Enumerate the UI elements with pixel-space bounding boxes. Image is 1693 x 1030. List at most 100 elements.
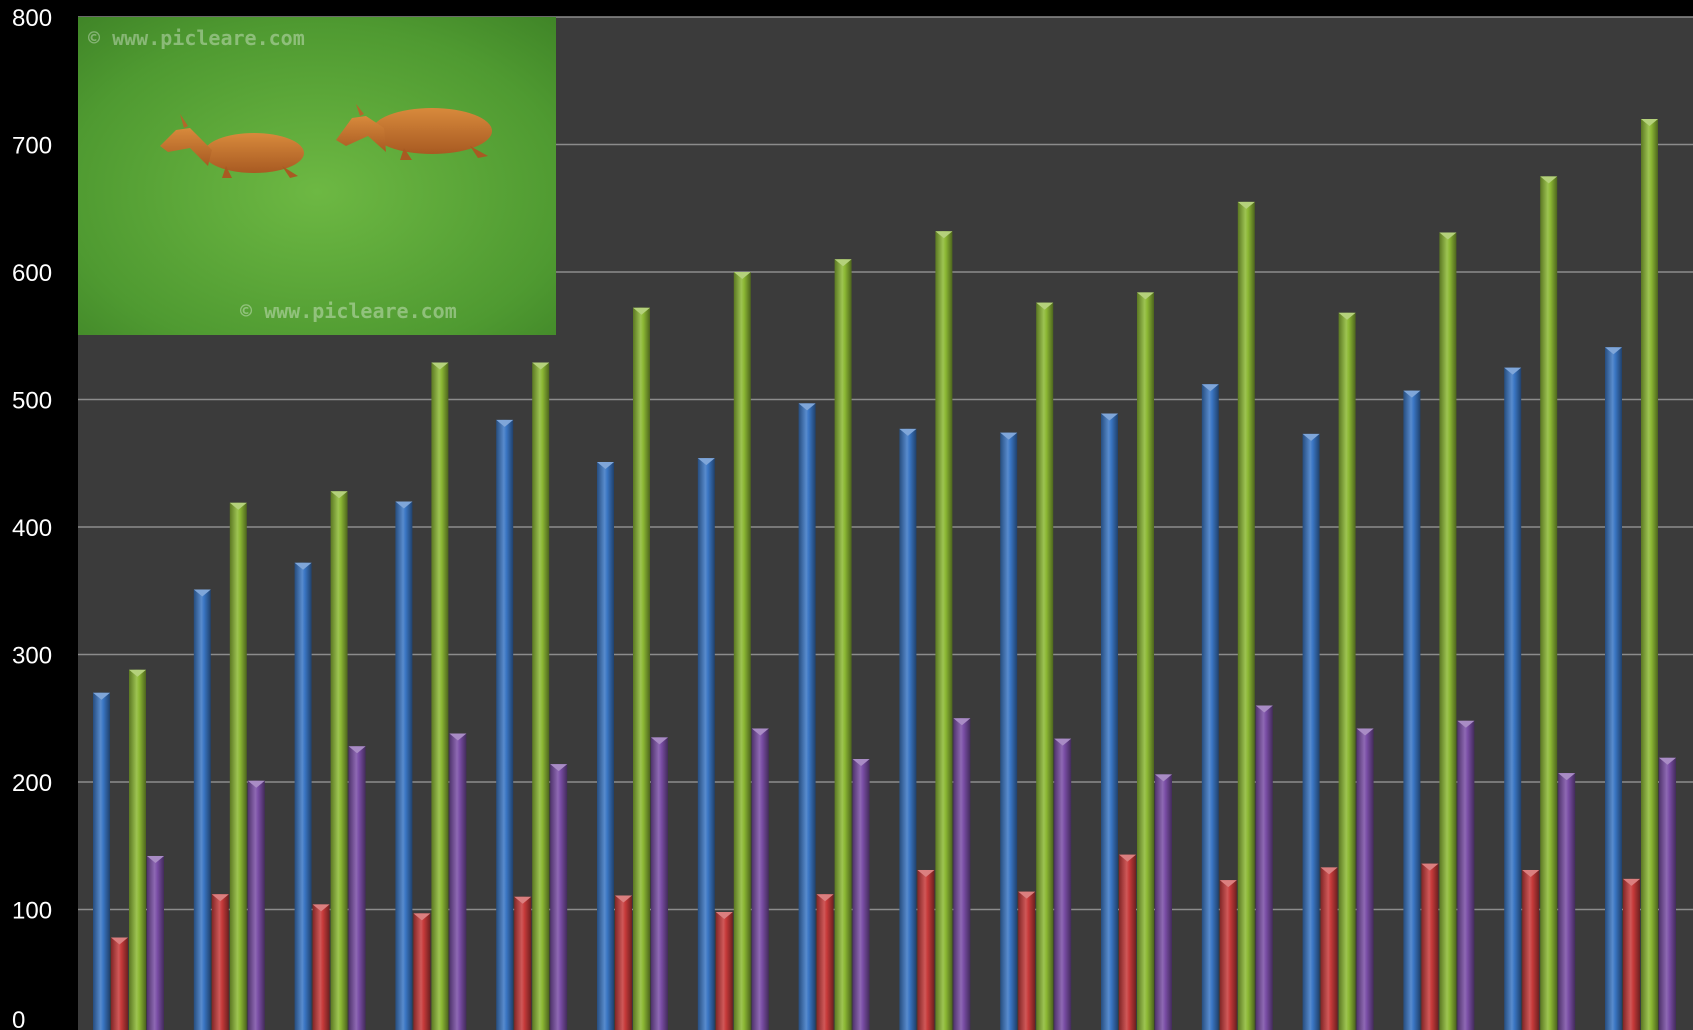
bar-cap-series-4-group-5: [550, 764, 568, 772]
bar-series-4-group-12: [1255, 705, 1273, 1030]
bar-series-2-group-1: [111, 937, 128, 1030]
bar-series-4-group-16: [1659, 757, 1676, 1030]
bar-series-1-group-2: [193, 589, 211, 1030]
bar-cap-series-4-group-8: [852, 759, 870, 767]
bar-series-4-group-14: [1457, 720, 1475, 1030]
bar-series-4-group-6: [651, 737, 668, 1030]
bar-series-3-group-4: [431, 362, 449, 1030]
bar-cap-series-1-group-2: [193, 589, 211, 597]
bar-cap-series-2-group-16: [1623, 878, 1640, 886]
bar-cap-series-4-group-1: [147, 855, 164, 863]
bar-series-4-group-9: [953, 718, 971, 1030]
bar-cap-series-2-group-14: [1421, 863, 1439, 871]
bar-series-2-group-16: [1623, 878, 1640, 1030]
bar-series-4-group-1: [147, 855, 164, 1030]
bar-cap-series-1-group-10: [1000, 432, 1018, 440]
bar-series-2-group-2: [211, 894, 229, 1030]
bar-series-3-group-3: [330, 491, 348, 1030]
bar-cap-series-2-group-11: [1119, 854, 1136, 862]
bar-cap-series-3-group-9: [935, 231, 953, 239]
bar-cap-series-4-group-3: [348, 746, 366, 754]
bar-cap-series-1-group-15: [1504, 367, 1522, 375]
bar-series-1-group-16: [1605, 347, 1622, 1030]
bar-series-4-group-13: [1356, 728, 1374, 1030]
y-tick-label: 700: [12, 133, 52, 160]
bar-cap-series-2-group-1: [111, 937, 128, 945]
bar-cap-series-1-group-1: [93, 692, 110, 700]
bar-series-1-group-7: [697, 458, 715, 1030]
bar-cap-series-4-group-9: [953, 718, 971, 726]
deer-right: [336, 104, 492, 160]
bar-series-1-group-3: [294, 562, 312, 1030]
bar-cap-series-3-group-14: [1439, 232, 1457, 240]
photo-watermark-bottom: © www.picleare.com: [240, 299, 457, 323]
bar-cap-series-4-group-7: [751, 728, 769, 736]
bar-cap-series-1-group-8: [798, 403, 816, 411]
bar-series-2-group-15: [1522, 869, 1540, 1030]
bar-series-3-group-13: [1338, 312, 1356, 1030]
bar-cap-series-1-group-12: [1201, 384, 1219, 392]
bar-series-1-group-13: [1302, 433, 1320, 1030]
bar-series-1-group-12: [1201, 384, 1219, 1030]
bar-cap-series-3-group-10: [1036, 302, 1054, 310]
bar-cap-series-3-group-2: [229, 502, 247, 510]
bar-series-2-group-5: [514, 896, 532, 1030]
bar-series-1-group-9: [899, 428, 917, 1030]
bar-series-3-group-9: [935, 231, 953, 1030]
bar-cap-series-2-group-10: [1018, 891, 1036, 899]
bar-cap-series-4-group-4: [449, 733, 467, 741]
bar-cap-series-1-group-3: [294, 562, 312, 570]
bar-series-1-group-1: [93, 692, 110, 1030]
bar-series-3-group-5: [532, 362, 550, 1030]
bar-series-1-group-11: [1101, 413, 1118, 1030]
bar-cap-series-2-group-4: [413, 913, 431, 921]
deer-left: [160, 114, 304, 178]
bar-cap-series-2-group-13: [1320, 867, 1338, 875]
bar-series-1-group-4: [395, 501, 413, 1030]
y-tick-label: 600: [12, 260, 52, 287]
bar-series-4-group-2: [247, 780, 265, 1030]
bar-series-2-group-10: [1018, 891, 1036, 1030]
bar-series-3-group-16: [1641, 119, 1658, 1030]
bar-series-3-group-10: [1036, 302, 1054, 1030]
bar-series-4-group-8: [852, 759, 870, 1030]
bar-series-3-group-8: [834, 259, 852, 1030]
bar-series-2-group-13: [1320, 867, 1338, 1030]
bar-cap-series-3-group-16: [1641, 119, 1658, 126]
photo-watermark-top: © www.picleare.com: [88, 26, 305, 50]
bar-cap-series-3-group-5: [532, 362, 550, 370]
bar-series-3-group-15: [1540, 176, 1558, 1030]
bar-cap-series-3-group-6: [633, 307, 650, 315]
bar-cap-series-3-group-11: [1137, 292, 1154, 300]
bar-series-2-group-8: [816, 894, 834, 1030]
bar-series-2-group-4: [413, 913, 431, 1030]
bar-series-3-group-12: [1237, 201, 1255, 1030]
y-tick-label: 300: [12, 643, 52, 670]
bar-series-3-group-11: [1137, 292, 1154, 1030]
bar-series-2-group-6: [615, 895, 632, 1030]
y-tick-label: 0: [12, 1007, 25, 1030]
bar-cap-series-3-group-12: [1237, 201, 1255, 209]
bar-cap-series-4-group-13: [1356, 728, 1374, 736]
bar-cap-series-3-group-15: [1540, 176, 1558, 184]
bar-cap-series-1-group-16: [1605, 347, 1622, 355]
bar-cap-series-2-group-15: [1522, 869, 1540, 877]
bar-cap-series-4-group-16: [1659, 757, 1676, 765]
y-tick-label: 500: [12, 388, 52, 415]
bar-series-4-group-4: [449, 733, 467, 1030]
bar-series-3-group-2: [229, 502, 247, 1030]
bar-series-4-group-11: [1155, 774, 1172, 1030]
bar-cap-series-2-group-6: [615, 895, 632, 903]
bar-series-1-group-5: [496, 419, 514, 1030]
bar-series-2-group-14: [1421, 863, 1439, 1030]
bar-series-2-group-11: [1119, 854, 1136, 1030]
y-axis-tick-labels: 0 100 200 300 400 500 600 700 800: [12, 5, 52, 1030]
bar-series-4-group-7: [751, 728, 769, 1030]
y-tick-label: 100: [12, 898, 52, 925]
y-tick-label: 400: [12, 515, 52, 542]
bar-cap-series-3-group-4: [431, 362, 449, 370]
bar-cap-series-2-group-8: [816, 894, 834, 902]
bar-series-4-group-3: [348, 746, 366, 1030]
